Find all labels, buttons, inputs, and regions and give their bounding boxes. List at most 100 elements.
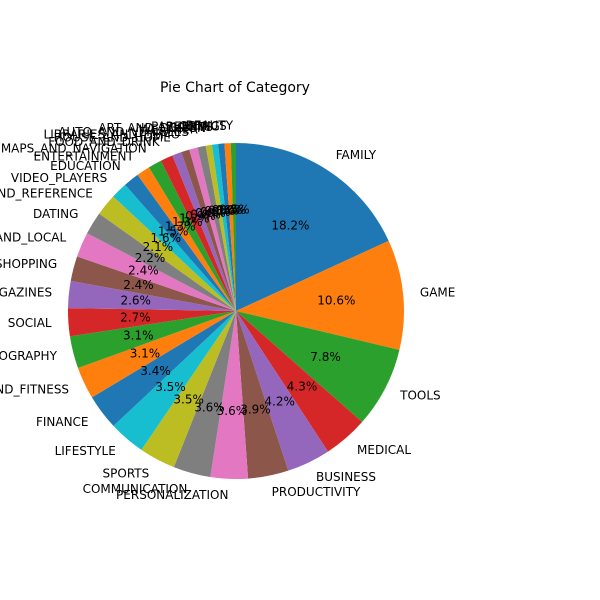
slice-auto-and-vehicles xyxy=(189,147,236,311)
percent-label-photography: 3.1% xyxy=(123,328,154,342)
slice-weather xyxy=(197,145,236,311)
percent-label-events: 0.6% xyxy=(208,203,239,217)
percent-label-productivity: 3.9% xyxy=(240,402,271,416)
category-label-auto-and-vehicles: AUTO_AND_VEHICLES xyxy=(58,125,189,139)
category-label-comics: COMICS xyxy=(179,119,227,133)
category-labels: FAMILY GAME TOOLS MEDICAL BUSINESSPRODUCTIVI… xyxy=(0,119,455,502)
category-label-tools: TOOLS xyxy=(399,388,441,402)
category-label-lifestyle: LIFESTYLE xyxy=(55,444,116,458)
percent-label-beauty: 0.5% xyxy=(219,203,250,217)
slice-tools xyxy=(236,311,400,423)
percent-label-comics: 0.6% xyxy=(216,203,247,217)
category-label-travel-and-local: TRAVEL_AND_LOCAL xyxy=(0,231,66,245)
slice-lifestyle xyxy=(113,311,236,450)
percent-label-personalization: 3.6% xyxy=(217,404,248,418)
slice-business xyxy=(236,311,328,471)
percent-label-video-players: 1.6% xyxy=(151,231,182,245)
category-label-news-and-magazines: NEWS_AND_MAGAZINES xyxy=(0,285,52,299)
chart-title: Pie Chart of Category xyxy=(160,80,310,96)
slice-maps-and-navigation xyxy=(148,160,236,311)
percent-label-social: 2.7% xyxy=(120,310,151,324)
percent-label-sports: 3.5% xyxy=(173,393,204,407)
percent-label-libraries-and-demo: 0.8% xyxy=(190,207,221,221)
percent-label-communication: 3.6% xyxy=(194,401,225,415)
percent-label-food-and-drink: 1.2% xyxy=(179,212,210,226)
percent-label-business: 4.2% xyxy=(264,394,295,408)
slice-entertainment xyxy=(137,167,236,311)
percent-label-entertainment: 1.3% xyxy=(165,220,196,234)
category-label-business: BUSINESS xyxy=(316,470,376,484)
category-label-maps-and-navigation: MAPS_AND_NAVIGATION xyxy=(1,142,147,156)
percent-label-game: 10.6% xyxy=(317,294,355,308)
slice-communication xyxy=(173,311,236,478)
category-label-weather: WEATHER xyxy=(139,123,198,137)
category-label-family: FAMILY xyxy=(336,148,377,162)
slice-books-and-reference xyxy=(99,196,236,311)
slice-dating xyxy=(87,213,236,311)
percent-label-shopping: 2.4% xyxy=(123,278,154,292)
slice-libraries-and-demo xyxy=(181,149,236,311)
slice-productivity xyxy=(236,311,289,479)
percent-label-weather: 0.8% xyxy=(200,205,231,219)
category-label-finance: FINANCE xyxy=(36,415,89,429)
slice-sports xyxy=(141,311,236,468)
slice-house-and-home xyxy=(172,152,236,311)
category-label-sports: SPORTS xyxy=(103,467,150,481)
category-label-entertainment: ENTERTAINMENT xyxy=(34,150,135,164)
slice-video-players xyxy=(113,184,236,311)
slice-medical xyxy=(236,311,363,452)
slice-news-and-magazines xyxy=(68,280,236,311)
percent-label-medical: 4.3% xyxy=(287,380,318,394)
category-label-dating: DATING xyxy=(33,207,78,221)
category-label-game: GAME xyxy=(420,285,455,299)
slice-education xyxy=(125,174,236,311)
slice-personalization xyxy=(210,311,249,480)
slice-health-and-fitness xyxy=(77,311,236,398)
percent-label-auto-and-vehicles: 0.8% xyxy=(195,206,226,220)
category-label-photography: PHOTOGRAPHY xyxy=(0,349,58,363)
slice-events xyxy=(211,143,236,311)
percent-label-art-and-design: 0.6% xyxy=(204,204,235,218)
slice-food-and-drink xyxy=(160,155,236,311)
slice-comics xyxy=(224,143,236,311)
percent-label-parenting: 0.6% xyxy=(212,203,243,217)
percent-label-house-and-home: 0.9% xyxy=(185,209,216,223)
category-label-books-and-reference: BOOKS_AND_REFERENCE xyxy=(0,187,93,201)
category-label-social: SOCIAL xyxy=(8,316,52,330)
pie-slices xyxy=(67,143,405,480)
percent-labels: 18.2%10.6%7.8%4.3%4.2%3.9%3.6%3.6%3.5%3.… xyxy=(120,203,355,419)
category-label-medical: MEDICAL xyxy=(357,443,411,457)
slice-game xyxy=(236,240,405,350)
percent-label-finance: 3.4% xyxy=(140,364,171,378)
percent-label-education: 1.5% xyxy=(158,225,189,239)
slice-shopping xyxy=(70,256,236,311)
slice-photography xyxy=(69,311,236,368)
category-label-communication: COMMUNICATION xyxy=(83,482,188,496)
category-label-education: EDUCATION xyxy=(50,159,121,173)
category-label-shopping: SHOPPING xyxy=(0,257,57,271)
category-label-libraries-and-demo: LIBRARIES_AND_DEMO xyxy=(44,127,181,141)
category-label-house-and-home: HOUSE_AND_HOME xyxy=(54,131,171,145)
percent-label-lifestyle: 3.5% xyxy=(155,380,186,394)
percent-label-news-and-magazines: 2.6% xyxy=(120,294,151,308)
percent-label-tools: 7.8% xyxy=(310,350,341,364)
category-label-productivity: PRODUCTIVITY xyxy=(272,485,361,499)
category-label-parenting: PARENTING xyxy=(151,119,220,133)
percent-label-travel-and-local: 2.4% xyxy=(128,264,159,278)
category-label-events: EVENTS xyxy=(166,120,213,134)
category-label-beauty: BEAUTY xyxy=(186,119,234,133)
slice-travel-and-local xyxy=(77,233,236,311)
percent-label-books-and-reference: 2.1% xyxy=(143,240,174,254)
slice-family xyxy=(236,143,389,311)
category-label-art-and-design: ART_AND_DESIGN xyxy=(98,121,206,135)
slice-art-and-design xyxy=(205,144,236,311)
percent-label-dating: 2.2% xyxy=(135,251,166,265)
percent-label-maps-and-navigation: 1.3% xyxy=(172,215,203,229)
category-label-personalization: PERSONALIZATION xyxy=(116,488,228,502)
percent-label-family: 18.2% xyxy=(271,219,309,233)
category-label-health-and-fitness: HEALTH_AND_FITNESS xyxy=(0,383,69,397)
slice-parenting xyxy=(218,143,236,311)
category-label-food-and-drink: FOOD_AND_DRINK xyxy=(48,135,161,149)
